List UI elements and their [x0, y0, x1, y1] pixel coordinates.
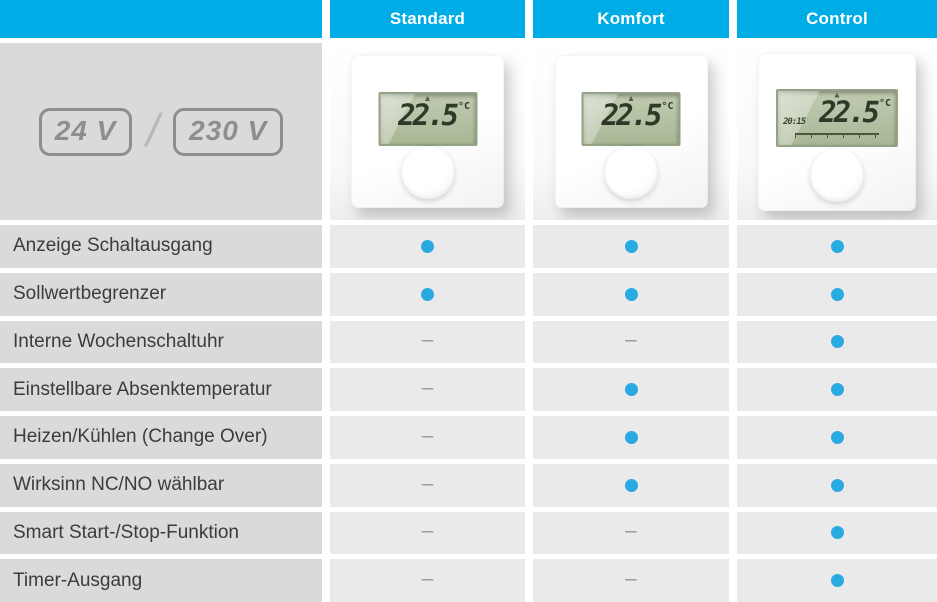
- feature-dot-icon: [830, 383, 844, 397]
- thermostat-control-image: 20:15 22.5 °C: [758, 52, 916, 211]
- product-photo-standard: 22.5 °C: [330, 43, 525, 220]
- lcd-unit: °C: [661, 101, 674, 112]
- feature-value-standard: –: [330, 416, 525, 459]
- feature-dot-icon: [830, 526, 844, 540]
- feature-value-control: [737, 416, 937, 459]
- header-cell-standard: Standard: [330, 0, 525, 38]
- feature-label: Wirksinn NC/NO wählbar: [0, 463, 322, 507]
- lcd-time: 20:15: [783, 116, 806, 127]
- lcd-readout: 22.5 °C: [819, 94, 891, 129]
- feature-value-komfort: [533, 463, 729, 507]
- feature-dot-icon: [624, 383, 638, 397]
- feature-value-komfort: [533, 416, 729, 459]
- feature-label: Sollwertbegrenzer: [0, 272, 322, 316]
- feature-value-control: [737, 511, 937, 555]
- feature-label: Heizen/Kühlen (Change Over): [0, 416, 322, 459]
- product-photo-control: 20:15 22.5 °C: [737, 43, 937, 220]
- feature-value-standard: [330, 225, 525, 268]
- voltage-cell: 24 V / 230 V: [0, 43, 322, 220]
- feature-dash: –: [421, 328, 434, 352]
- feature-value-standard: [330, 272, 525, 316]
- feature-value-control: [737, 368, 937, 411]
- feature-value-control: [737, 320, 937, 364]
- feature-dot-icon: [624, 239, 638, 253]
- lcd-readout: 22.5 °C: [602, 101, 674, 130]
- feature-value-control: [737, 272, 937, 316]
- feature-value-control: [737, 225, 937, 268]
- thermostat-lcd: 22.5 °C: [581, 92, 681, 146]
- header-cell-komfort: Komfort: [533, 0, 729, 38]
- lcd-unit: °C: [878, 97, 891, 109]
- thermostat-dial: [604, 146, 658, 199]
- feature-dash: –: [421, 567, 434, 591]
- lcd-temperature: 22.5: [398, 98, 459, 132]
- feature-dot-icon: [830, 430, 844, 444]
- feature-dash: –: [421, 519, 434, 543]
- header-cell-control: Control: [737, 0, 937, 38]
- lcd-unit: °C: [457, 101, 470, 112]
- lcd-temperature: 22.5: [601, 98, 663, 132]
- product-photo-komfort: 22.5 °C: [533, 43, 729, 220]
- lcd-temperature: 22.5: [819, 94, 880, 129]
- feature-label: Smart Start-/Stop-Funktion: [0, 511, 322, 555]
- lcd-indicator-icon: [425, 96, 430, 101]
- feature-dash: –: [625, 328, 637, 352]
- feature-dot-icon: [421, 239, 434, 253]
- feature-value-standard: –: [330, 320, 525, 364]
- feature-value-komfort: [533, 272, 729, 316]
- thermostat-dial: [810, 148, 864, 202]
- feature-label: Interne Wochenschaltuhr: [0, 320, 322, 364]
- thermostat-lcd: 20:15 22.5 °C: [776, 88, 898, 147]
- thermostat-komfort-image: 22.5 °C: [554, 55, 708, 208]
- feature-dot-icon: [830, 287, 844, 301]
- lcd-indicator-icon: [628, 96, 634, 101]
- feature-dash: –: [625, 519, 637, 543]
- feature-value-komfort: [533, 225, 729, 268]
- voltage-badge-230v: 230 V: [173, 107, 284, 156]
- feature-dash: –: [421, 471, 434, 495]
- thermostat-dial: [401, 146, 454, 199]
- feature-dot-icon: [624, 430, 638, 444]
- voltage-badge-24v: 24 V: [38, 107, 133, 156]
- feature-label: Einstellbare Absenktemperatur: [0, 368, 322, 411]
- feature-dot-icon: [830, 335, 844, 349]
- feature-value-control: [737, 463, 937, 507]
- feature-dot-icon: [830, 239, 844, 253]
- feature-value-komfort: –: [533, 511, 729, 555]
- thermostat-lcd: 22.5 °C: [378, 92, 477, 146]
- feature-value-standard: –: [330, 368, 525, 411]
- feature-value-control: [737, 559, 937, 602]
- feature-dash: –: [421, 423, 434, 447]
- lcd-readout: 22.5 °C: [398, 101, 470, 130]
- feature-dot-icon: [624, 287, 638, 301]
- feature-label: Anzeige Schaltausgang: [0, 225, 322, 268]
- voltage-separator: /: [146, 103, 160, 156]
- feature-value-standard: –: [330, 559, 525, 602]
- feature-dot-icon: [624, 478, 638, 492]
- feature-value-komfort: [533, 368, 729, 411]
- feature-dot-icon: [830, 478, 844, 492]
- feature-value-standard: –: [330, 511, 525, 555]
- feature-value-standard: –: [330, 463, 525, 507]
- lcd-indicator-icon: [834, 92, 840, 98]
- header-cell-blank: [0, 0, 322, 38]
- thermostat-standard-image: 22.5 °C: [351, 55, 504, 208]
- feature-value-komfort: –: [533, 559, 729, 602]
- feature-value-komfort: –: [533, 320, 729, 364]
- feature-dot-icon: [830, 574, 844, 588]
- feature-label: Timer-Ausgang: [0, 559, 322, 602]
- lcd-timeline-icon: [794, 132, 880, 138]
- feature-dash: –: [625, 567, 637, 591]
- feature-dot-icon: [421, 287, 434, 301]
- feature-dash: –: [421, 376, 434, 400]
